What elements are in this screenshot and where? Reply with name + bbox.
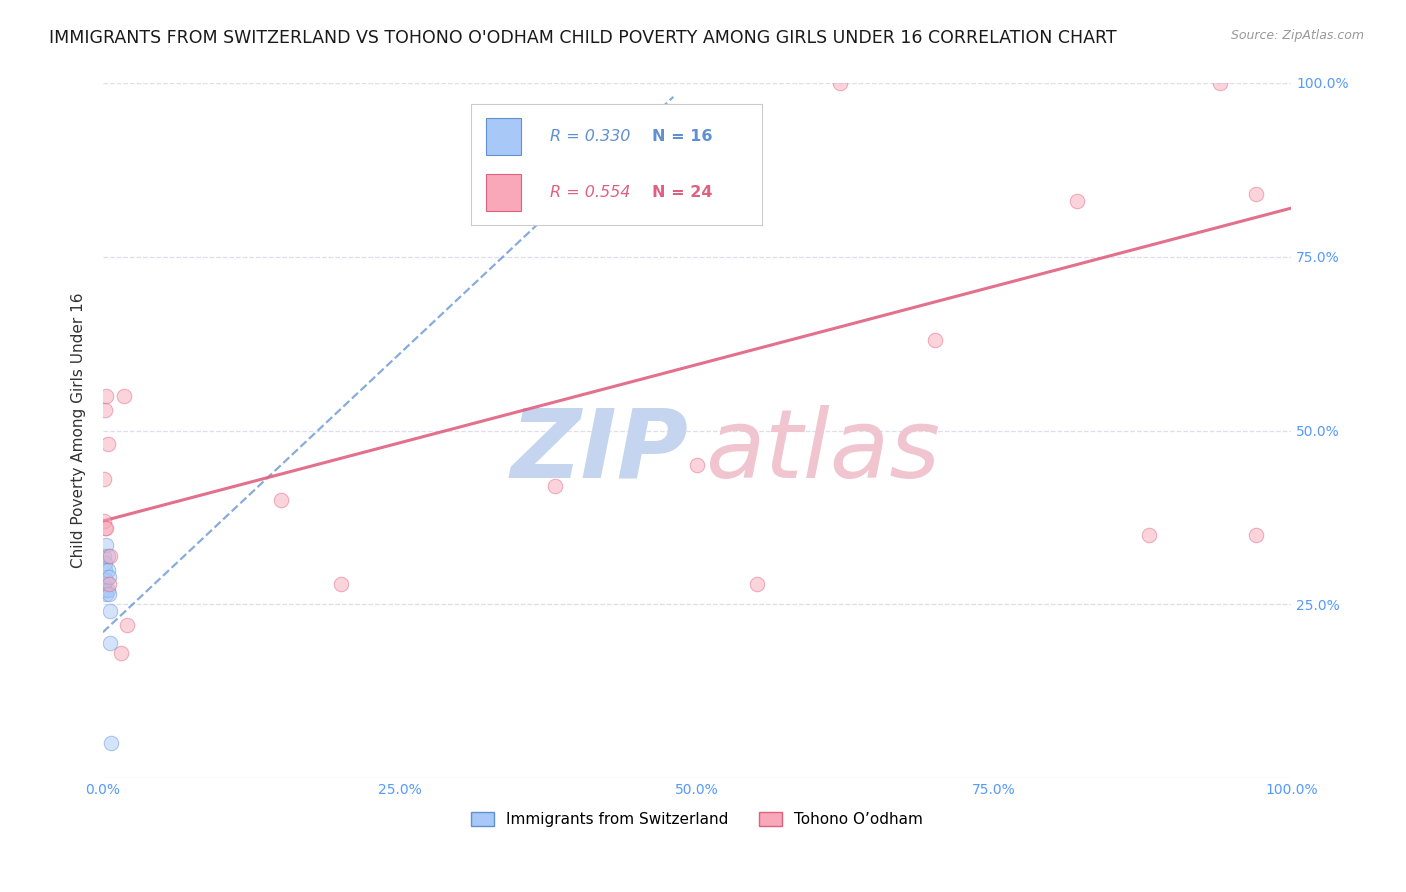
Point xyxy=(924,333,946,347)
Point xyxy=(329,576,352,591)
Point xyxy=(1066,194,1088,208)
Point xyxy=(93,549,115,563)
Point xyxy=(97,563,120,577)
Y-axis label: Child Poverty Among Girls Under 16: Child Poverty Among Girls Under 16 xyxy=(72,293,86,568)
Point xyxy=(97,576,120,591)
Point xyxy=(97,583,120,598)
Point xyxy=(1244,187,1267,202)
Point xyxy=(1209,76,1232,90)
Text: Source: ZipAtlas.com: Source: ZipAtlas.com xyxy=(1230,29,1364,43)
Point xyxy=(94,521,117,535)
Text: IMMIGRANTS FROM SWITZERLAND VS TOHONO O'ODHAM CHILD POVERTY AMONG GIRLS UNDER 16: IMMIGRANTS FROM SWITZERLAND VS TOHONO O'… xyxy=(49,29,1116,47)
Point xyxy=(270,493,292,508)
Point xyxy=(97,437,120,451)
Point xyxy=(98,635,121,649)
Point xyxy=(98,604,121,618)
Point xyxy=(110,646,132,660)
Text: ZIP: ZIP xyxy=(510,405,689,498)
Point xyxy=(828,76,851,90)
Legend: Immigrants from Switzerland, Tohono O’odham: Immigrants from Switzerland, Tohono O’od… xyxy=(465,805,929,833)
Point xyxy=(96,587,118,601)
Point xyxy=(94,583,117,598)
Point xyxy=(96,389,118,403)
Point xyxy=(543,479,565,493)
Point xyxy=(1244,528,1267,542)
Point xyxy=(115,618,138,632)
Point xyxy=(98,549,121,563)
Point xyxy=(93,576,115,591)
Point xyxy=(96,538,118,552)
Point xyxy=(112,389,135,403)
Point xyxy=(100,736,122,750)
Point xyxy=(96,573,118,587)
Point xyxy=(96,521,118,535)
Point xyxy=(97,549,120,563)
Point xyxy=(94,563,117,577)
Point xyxy=(97,569,120,583)
Text: atlas: atlas xyxy=(706,405,941,498)
Point xyxy=(94,402,117,417)
Point xyxy=(93,472,115,486)
Point xyxy=(94,556,117,570)
Point xyxy=(97,587,120,601)
Point xyxy=(745,576,768,591)
Point xyxy=(93,514,115,528)
Point xyxy=(686,458,709,473)
Point xyxy=(1137,528,1160,542)
